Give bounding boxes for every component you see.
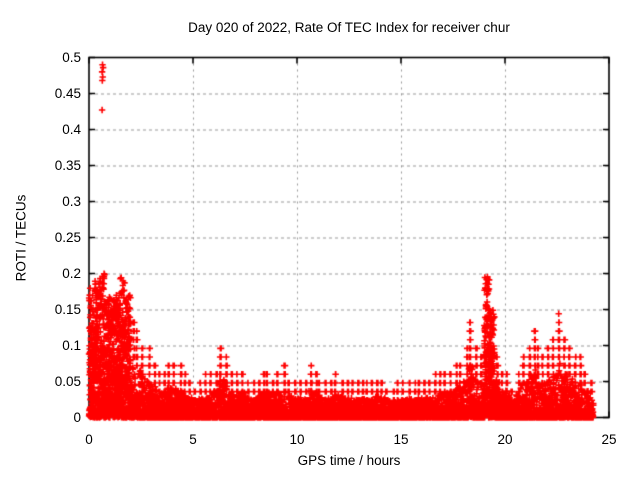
x-axis-label: GPS time / hours	[297, 453, 401, 468]
x-tick-label: 5	[189, 431, 197, 447]
y-tick-label: 0.25	[54, 229, 81, 245]
y-tick-label: 0	[73, 409, 81, 425]
y-tick-label: 0.2	[62, 265, 81, 281]
x-tick-label: 20	[497, 431, 513, 447]
y-tick-label: 0.3	[62, 193, 81, 209]
x-tick-label: 15	[393, 431, 409, 447]
y-tick-label: 0.35	[54, 157, 81, 173]
y-tick-label: 0.5	[62, 49, 81, 65]
y-tick-label: 0.45	[54, 85, 81, 101]
x-tick-label: 25	[601, 431, 617, 447]
x-tick-label: 0	[85, 431, 93, 447]
y-tick-label: 0.05	[54, 373, 81, 389]
chart-title: Day 020 of 2022, Rate Of TEC Index for r…	[188, 20, 510, 35]
y-tick-label: 0.4	[62, 121, 81, 137]
x-tick-label: 10	[289, 431, 305, 447]
y-tick-label: 0.1	[62, 337, 81, 353]
y-tick-label: 0.15	[54, 301, 81, 317]
